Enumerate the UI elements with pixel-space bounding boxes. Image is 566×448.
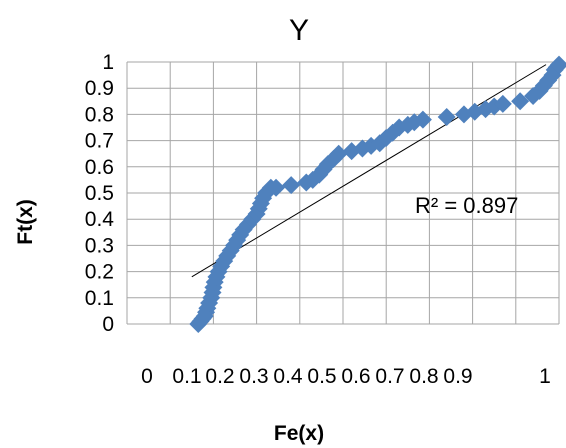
x-axis-label: Fe(x) bbox=[274, 422, 324, 445]
x-tick-label: 0.1 bbox=[172, 365, 201, 388]
r-squared-annotation: R² = 0.897 bbox=[415, 193, 518, 218]
data-point bbox=[413, 110, 432, 129]
y-tick-label: 0.3 bbox=[85, 234, 114, 257]
y-tick-label: 0.2 bbox=[85, 261, 114, 284]
x-tick-label: 0 bbox=[141, 365, 153, 388]
data-point bbox=[511, 92, 530, 111]
data-points bbox=[189, 55, 566, 333]
data-point bbox=[437, 108, 456, 127]
y-axis-label: Ft(x) bbox=[14, 199, 37, 245]
y-tick-label: 0.6 bbox=[85, 156, 114, 179]
x-tick-label: 0.9 bbox=[443, 365, 472, 388]
y-tick-label: 0.9 bbox=[85, 77, 114, 100]
y-tick-label: 0.7 bbox=[85, 130, 114, 153]
chart-title: Y bbox=[289, 14, 309, 47]
data-point bbox=[282, 176, 301, 195]
y-tick-label: 0 bbox=[102, 313, 114, 336]
x-tick-label: 0.8 bbox=[409, 365, 438, 388]
y-tick-labels: 0 0.1 0.2 0.3 0.4 0.5 0.6 0.7 0.8 0.9 1 bbox=[85, 51, 115, 336]
x-tick-label: 0.6 bbox=[341, 365, 370, 388]
trendline bbox=[191, 64, 547, 278]
x-tick-label: 0.3 bbox=[239, 365, 268, 388]
y-tick-label: 0.5 bbox=[85, 182, 114, 205]
x-tick-labels: 0 0.1 0.2 0.3 0.4 0.5 0.6 0.7 0.8 0.9 1 bbox=[141, 365, 551, 388]
y-tick-label: 0.8 bbox=[85, 103, 114, 126]
x-tick-label: 0.7 bbox=[375, 365, 404, 388]
x-tick-label: 0.4 bbox=[273, 365, 303, 388]
y-tick-label: 0.1 bbox=[85, 287, 114, 310]
data-point bbox=[267, 178, 286, 197]
x-tick-label: 0.5 bbox=[307, 365, 336, 388]
data-point bbox=[329, 144, 348, 163]
x-tick-label: 0.2 bbox=[205, 365, 234, 388]
y-tick-label: 0.4 bbox=[85, 208, 115, 231]
data-point bbox=[493, 94, 512, 113]
y-tick-label: 1 bbox=[102, 51, 114, 74]
x-tick-label: 1 bbox=[539, 365, 551, 388]
data-point bbox=[550, 55, 566, 74]
trendline-group bbox=[191, 64, 547, 278]
